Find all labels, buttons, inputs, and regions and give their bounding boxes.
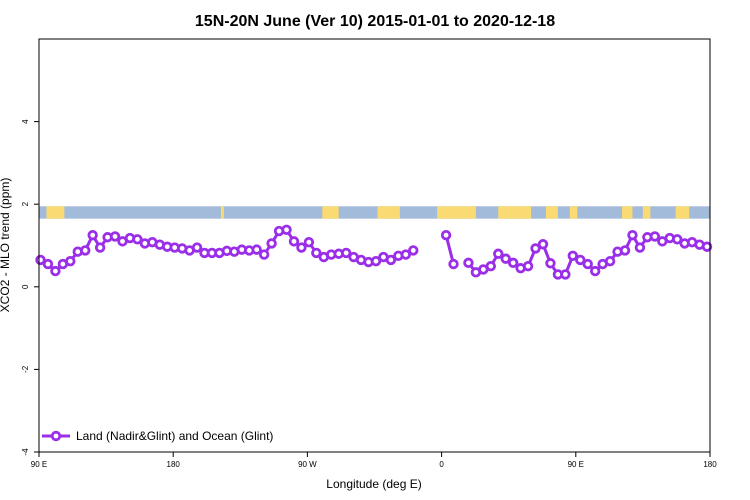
data-point xyxy=(463,257,474,269)
x-tick-label: 90 E xyxy=(31,460,47,469)
data-point xyxy=(671,234,683,245)
data-point xyxy=(80,245,91,256)
data-point xyxy=(649,231,661,242)
data-point xyxy=(560,269,571,280)
land-band-segment xyxy=(642,206,651,219)
data-point xyxy=(303,236,315,248)
data-point xyxy=(507,257,519,269)
data-point xyxy=(530,243,541,254)
land-band-segment xyxy=(322,206,339,219)
legend-marker-swatch xyxy=(50,430,62,442)
y-tick-label: 2 xyxy=(21,201,30,206)
y-tick-label: -4 xyxy=(21,448,30,456)
data-point xyxy=(132,234,143,245)
data-point xyxy=(340,247,352,259)
data-point xyxy=(266,238,277,249)
data-point xyxy=(701,241,713,252)
data-point xyxy=(537,239,549,250)
data-point xyxy=(288,236,300,247)
data-point xyxy=(385,254,397,266)
ocean-band xyxy=(39,206,710,219)
data-point xyxy=(448,258,459,270)
land-band-segment xyxy=(377,206,400,219)
data-point xyxy=(94,242,106,253)
plot-area xyxy=(35,206,713,280)
data-point xyxy=(485,260,497,272)
x-tick-label: 180 xyxy=(167,460,181,469)
data-point xyxy=(65,255,76,267)
data-point xyxy=(258,249,270,260)
data-point xyxy=(522,260,534,272)
land-band-segment xyxy=(622,206,633,219)
y-axis: -4 -2 0 2 4 xyxy=(21,119,39,456)
data-point xyxy=(109,231,121,242)
data-point xyxy=(582,258,593,270)
legend-label: Land (Nadir&Glint) and Ocean (Glint) xyxy=(76,429,273,443)
data-point xyxy=(50,265,61,277)
data-point xyxy=(408,245,419,256)
y-axis-label: XCO2 - MLO trend (ppm) xyxy=(0,178,12,313)
land-band-segment xyxy=(437,206,476,219)
legend: Land (Nadir&Glint) and Ocean (Glint) xyxy=(42,429,273,443)
land-band-segment xyxy=(545,206,558,219)
y-tick-label: 0 xyxy=(21,284,30,289)
x-tick-label: 90 W xyxy=(298,460,317,469)
data-point xyxy=(191,242,203,253)
land-band-segment xyxy=(675,206,690,219)
data-point xyxy=(370,255,382,267)
chart-title: 15N-20N June (Ver 10) 2015-01-01 to 2020… xyxy=(195,13,555,30)
data-point xyxy=(440,229,452,241)
data-point xyxy=(281,224,292,236)
data-point xyxy=(42,258,54,270)
x-tick-label: 90 E xyxy=(568,460,584,469)
data-point xyxy=(619,245,631,256)
data-point xyxy=(627,229,638,241)
data-point xyxy=(296,242,307,253)
y-tick-label: -2 xyxy=(21,365,30,373)
land-band-segment xyxy=(569,206,578,219)
data-point xyxy=(567,250,579,262)
x-tick-label: 180 xyxy=(703,460,717,469)
x-axis: 90 E 180 90 W 0 90 E 180 xyxy=(31,452,717,469)
land-band-segment xyxy=(220,206,224,219)
x-tick-label: 0 xyxy=(439,460,444,469)
data-point xyxy=(545,258,556,269)
data-point xyxy=(589,265,601,277)
data-point xyxy=(400,249,412,260)
plot-frame xyxy=(38,38,711,453)
data-point xyxy=(251,244,262,255)
data-point xyxy=(500,253,511,264)
data-point xyxy=(634,242,646,253)
data-point xyxy=(604,255,616,267)
data-point xyxy=(493,248,504,259)
y-tick-label: 4 xyxy=(21,119,30,124)
x-axis-label: Longitude (deg E) xyxy=(326,477,421,491)
land-band-segment xyxy=(46,206,65,219)
data-point xyxy=(87,229,98,241)
data-point xyxy=(575,254,586,266)
land-band-segment xyxy=(498,206,532,219)
data-point xyxy=(311,247,322,259)
